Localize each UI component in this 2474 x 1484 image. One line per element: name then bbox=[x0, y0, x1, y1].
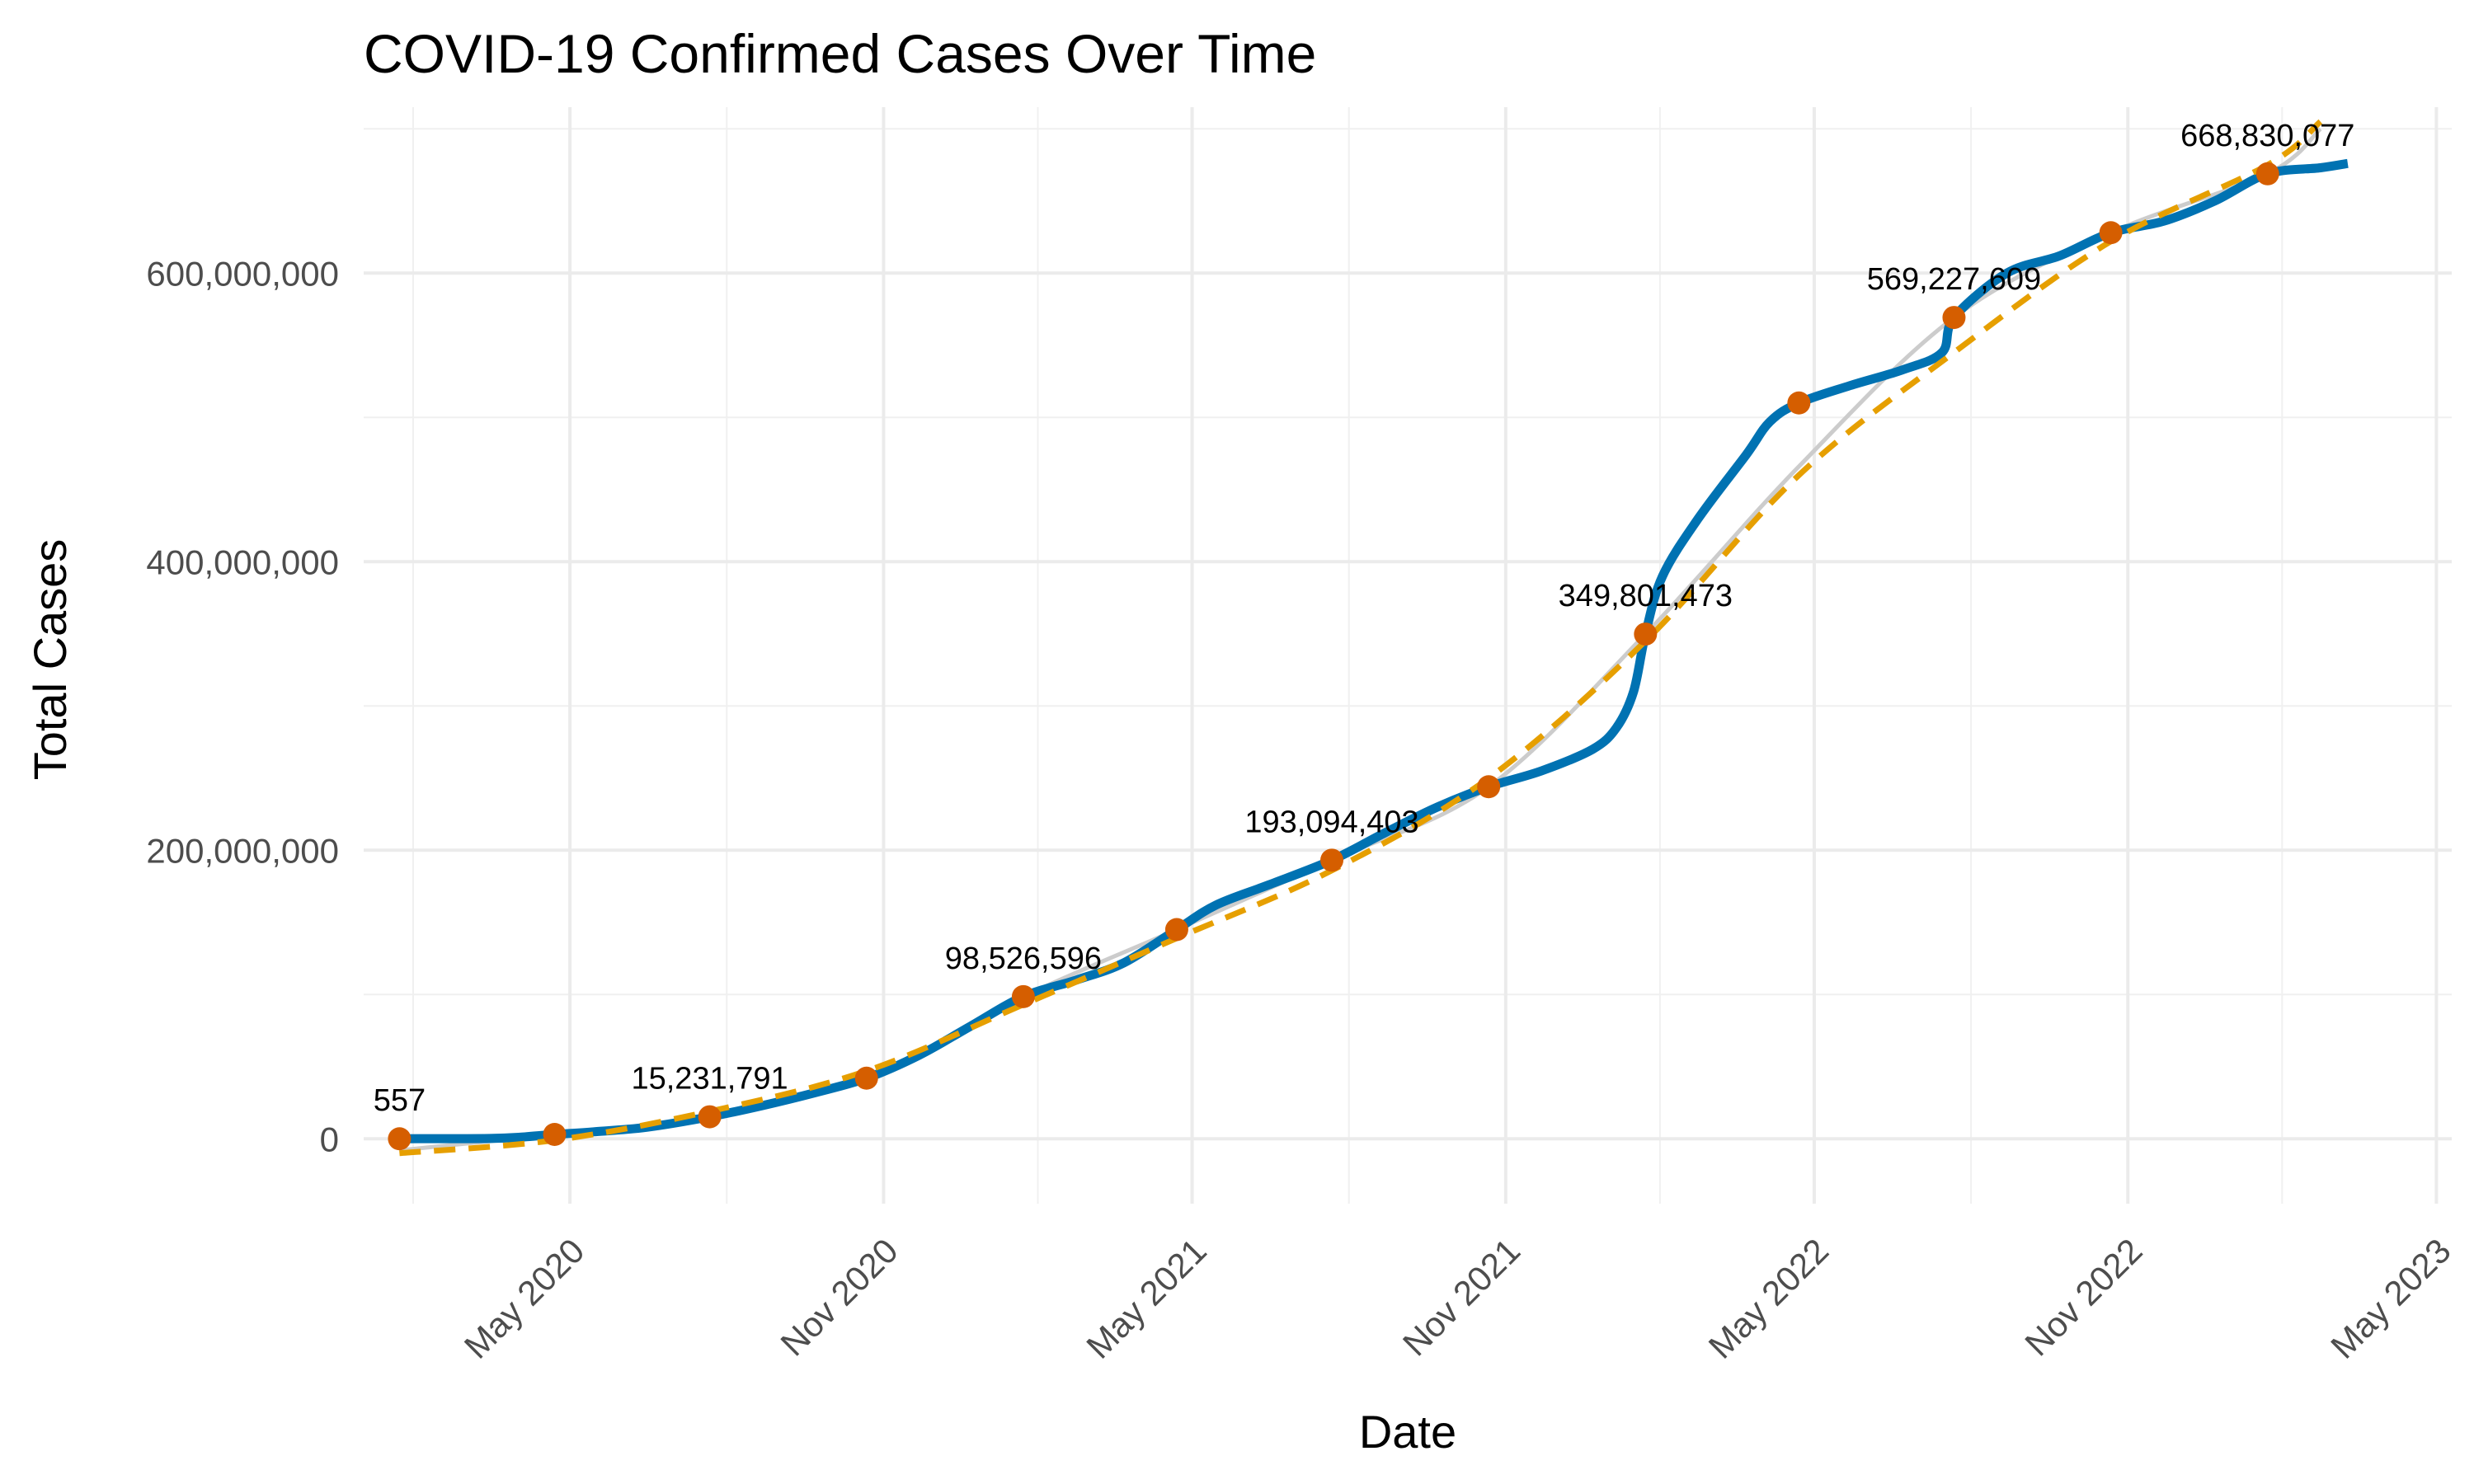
data-point-label: 668,830,077 bbox=[2180, 119, 2354, 153]
chart-title: COVID-19 Confirmed Cases Over Time bbox=[364, 23, 1316, 84]
data-point-marker bbox=[1320, 848, 1344, 872]
data-point-marker bbox=[1011, 984, 1035, 1008]
series-line-cumulative-cases bbox=[399, 158, 2349, 1144]
grid-layer bbox=[364, 107, 2452, 1204]
x-tick-label: Nov 2021 bbox=[1395, 1231, 1527, 1363]
marker-layer bbox=[388, 162, 2279, 1151]
data-point-label: 569,227,609 bbox=[1867, 262, 2041, 297]
x-tick-label: May 2023 bbox=[2323, 1231, 2458, 1366]
x-tick-label: Nov 2022 bbox=[2017, 1231, 2149, 1363]
data-point-label: 557 bbox=[374, 1083, 426, 1118]
y-axis-title: Total Cases bbox=[24, 539, 76, 781]
data-point-marker bbox=[543, 1123, 567, 1146]
series-line-orange-dashed-fit bbox=[399, 119, 2323, 1157]
data-point-marker bbox=[1942, 306, 1966, 330]
data-point-marker bbox=[698, 1105, 722, 1129]
x-axis-title: Date bbox=[1359, 1406, 1456, 1458]
data-point-label: 193,094,403 bbox=[1244, 805, 1418, 839]
series-layer bbox=[399, 119, 2349, 1157]
y-tick-label: 200,000,000 bbox=[146, 831, 339, 870]
data-point-marker bbox=[388, 1127, 412, 1151]
data-point-marker bbox=[1787, 391, 1811, 415]
x-tick-label: May 2020 bbox=[457, 1231, 592, 1366]
y-tick-label: 0 bbox=[320, 1120, 339, 1158]
data-point-marker bbox=[2255, 162, 2279, 186]
x-tick-label: Nov 2020 bbox=[773, 1231, 905, 1363]
data-point-label: 98,526,596 bbox=[945, 942, 1102, 976]
data-point-marker bbox=[2099, 221, 2123, 245]
data-point-marker bbox=[1477, 775, 1501, 799]
data-point-marker bbox=[1164, 918, 1188, 942]
y-tick-label: 400,000,000 bbox=[146, 542, 339, 581]
data-point-marker bbox=[854, 1066, 878, 1090]
x-tick-label: May 2022 bbox=[1701, 1231, 1837, 1366]
data-point-label: 349,801,473 bbox=[1559, 579, 1733, 613]
data-label-layer: 557 15,231,791 98,526,596 193,094,403 349,80… bbox=[374, 119, 2355, 1118]
data-point-marker bbox=[1634, 622, 1658, 646]
x-tick-label: May 2021 bbox=[1079, 1231, 1214, 1366]
data-point-label: 15,231,791 bbox=[631, 1062, 788, 1097]
y-tick-label: 600,000,000 bbox=[146, 254, 339, 293]
